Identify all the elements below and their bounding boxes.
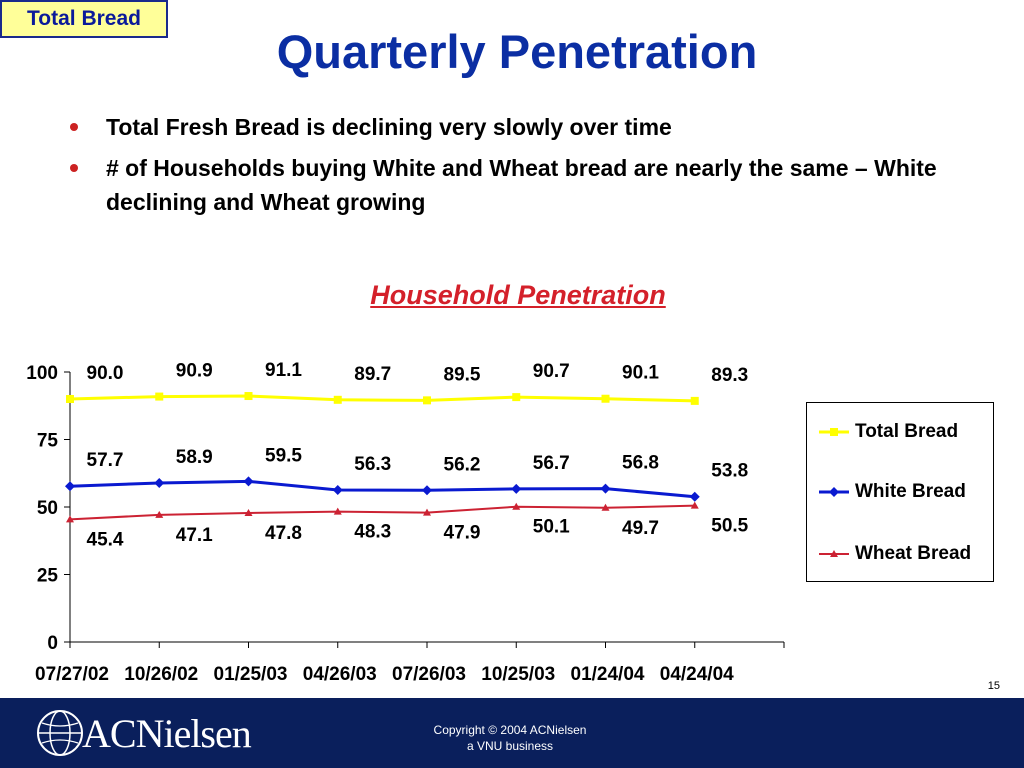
x-tick-label: 01/24/04: [571, 664, 645, 685]
data-label: 89.7: [354, 364, 391, 385]
data-point: [66, 395, 74, 403]
section-tag: Total Bread: [0, 0, 168, 38]
bullet-text: Total Fresh Bread is declining very slow…: [106, 114, 672, 140]
data-point: [333, 507, 342, 515]
y-tick-label: 100: [26, 363, 58, 384]
data-label: 90.9: [176, 361, 213, 382]
legend-item: Total Bread: [819, 421, 958, 443]
copyright-block: Copyright © 2004 ACNielsen a VNU busines…: [380, 722, 640, 754]
line-diamond-marker-icon: [819, 487, 849, 497]
data-label: 89.5: [444, 364, 481, 385]
chart-title: Household Penetration: [370, 280, 666, 310]
data-label: 56.3: [354, 454, 391, 475]
data-label: 90.7: [533, 361, 570, 382]
data-point: [423, 508, 431, 516]
copyright-text: Copyright © 2004 ACNielsen: [433, 723, 587, 737]
data-point: [601, 394, 610, 403]
data-point: [155, 392, 164, 401]
data-label: 47.9: [444, 523, 481, 544]
data-point: [511, 483, 522, 494]
x-tick-label: 07/27/02: [35, 664, 109, 685]
data-label: 90.1: [622, 363, 659, 384]
legend-label: White Bread: [855, 481, 966, 502]
x-tick-label: 04/24/04: [660, 664, 734, 685]
x-tick-label: 10/25/03: [481, 664, 555, 685]
data-point: [690, 396, 699, 405]
data-point: [243, 476, 254, 487]
chart-axes: 0 25 50 75 100 07/27/02 10/26/02 01/25/03 04/26/…: [26, 363, 785, 685]
page-number: 15: [987, 680, 1000, 692]
series-line: [69, 504, 695, 521]
x-tick-label: 01/25/03: [214, 664, 288, 685]
y-tick-label: 25: [37, 566, 59, 587]
y-tick-label: 50: [37, 498, 58, 519]
data-label: 50.5: [711, 516, 748, 537]
legend-label: Wheat Bread: [855, 543, 972, 564]
data-point: [154, 477, 165, 488]
data-label: 56.8: [622, 453, 659, 474]
page-title: Quarterly Penetration: [276, 25, 758, 78]
bullet-item: Total Fresh Bread is declining very slow…: [70, 110, 970, 144]
bullet-icon: [70, 123, 78, 131]
legend-item: Wheat Bread: [819, 543, 971, 565]
data-label: 49.7: [622, 518, 659, 539]
footer-bar: ACNielsen Copyright © 2004 ACNielsen a V…: [0, 698, 1024, 768]
data-label: 57.7: [87, 450, 124, 471]
legend-item: White Bread: [819, 481, 966, 503]
data-point: [601, 503, 610, 511]
data-label: 47.8: [265, 523, 302, 544]
data-point: [65, 481, 75, 492]
x-tick-label: 04/26/03: [303, 664, 377, 685]
data-label: 48.3: [354, 522, 391, 543]
data-label: 59.5: [265, 445, 302, 466]
data-point: [600, 483, 611, 494]
data-label: 50.1: [533, 517, 570, 538]
data-label: 53.8: [711, 461, 748, 482]
y-tick-label: 0: [47, 633, 58, 654]
data-point: [512, 393, 521, 402]
data-point: [244, 508, 253, 516]
company-logo: ACNielsen: [32, 702, 252, 764]
bullet-text: # of Households buying White and Wheat b…: [106, 155, 937, 215]
data-point: [422, 485, 432, 496]
x-tick-label: 07/26/03: [392, 664, 466, 685]
data-label: 90.0: [87, 363, 124, 384]
data-label: 47.1: [176, 525, 213, 546]
data-point: [689, 491, 700, 502]
tagline-text: a VNU business: [466, 739, 554, 753]
chart-series-layer: 90.0 90.9 91.1 89.7 89.5 90.7 90.1 89.3 57.7 58.9…: [65, 360, 749, 550]
line-chart: 0 25 50 75 100 07/27/02 10/26/02 01/25/03 04/26/…: [26, 360, 785, 685]
data-label: 91.1: [265, 360, 302, 381]
data-point: [66, 515, 74, 523]
data-point: [690, 501, 699, 509]
data-label: 56.2: [444, 454, 481, 475]
bullet-list: Total Fresh Bread is declining very slow…: [70, 110, 970, 226]
data-point: [423, 396, 431, 405]
legend-label: Total Bread: [855, 421, 959, 442]
x-tick-label: 10/26/02: [124, 664, 198, 685]
data-point: [332, 484, 343, 495]
data-label: 89.3: [711, 365, 748, 386]
line-triangle-marker-icon: [819, 550, 849, 557]
bullet-item: # of Households buying White and Wheat b…: [70, 151, 970, 219]
data-point: [333, 395, 342, 404]
data-point: [244, 392, 253, 401]
bullet-icon: [70, 164, 78, 172]
logo-text: ACNielsen: [82, 710, 252, 756]
data-label: 45.4: [87, 529, 124, 550]
globe-icon: [37, 710, 83, 756]
data-point: [512, 502, 521, 510]
data-point: [155, 510, 164, 518]
series-line: [69, 479, 695, 499]
chart-legend: Total Bread White Bread Wheat Bread: [806, 402, 994, 582]
series-line: [69, 394, 695, 403]
data-label: 58.9: [176, 447, 213, 468]
data-label: 56.7: [533, 453, 570, 474]
line-square-marker-icon: [819, 428, 849, 436]
y-tick-label: 75: [37, 431, 59, 452]
